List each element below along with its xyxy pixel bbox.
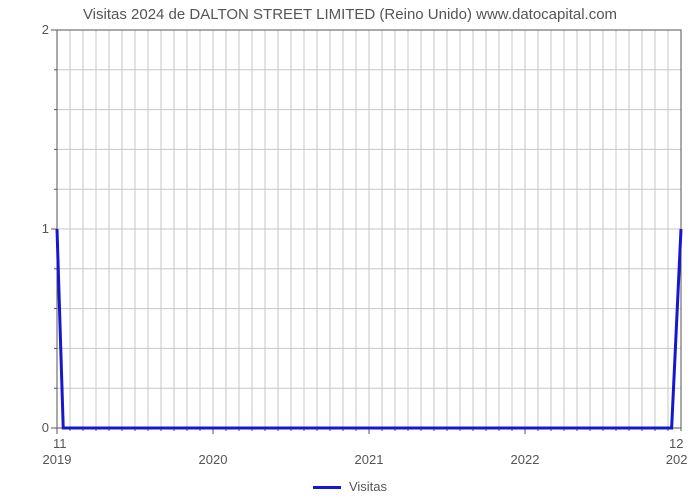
x-tick-label-2019: 2019	[43, 452, 72, 467]
legend: Visitas	[0, 479, 700, 494]
legend-swatch	[313, 486, 341, 489]
y-tick-label-2: 2	[19, 22, 49, 37]
sub-label-left: 11	[53, 436, 67, 451]
x-tick-label-right-clip: 202	[666, 452, 688, 467]
y-tick-label-0: 0	[19, 420, 49, 435]
y-tick-label-1: 1	[19, 221, 49, 236]
x-tick-label-2020: 2020	[199, 452, 228, 467]
sub-label-right: 12	[669, 436, 683, 451]
chart-svg	[0, 0, 700, 500]
chart-wrapper: Visitas 2024 de DALTON STREET LIMITED (R…	[0, 0, 700, 500]
x-tick-label-2021: 2021	[355, 452, 384, 467]
x-tick-label-2022: 2022	[511, 452, 540, 467]
legend-label: Visitas	[349, 479, 387, 494]
